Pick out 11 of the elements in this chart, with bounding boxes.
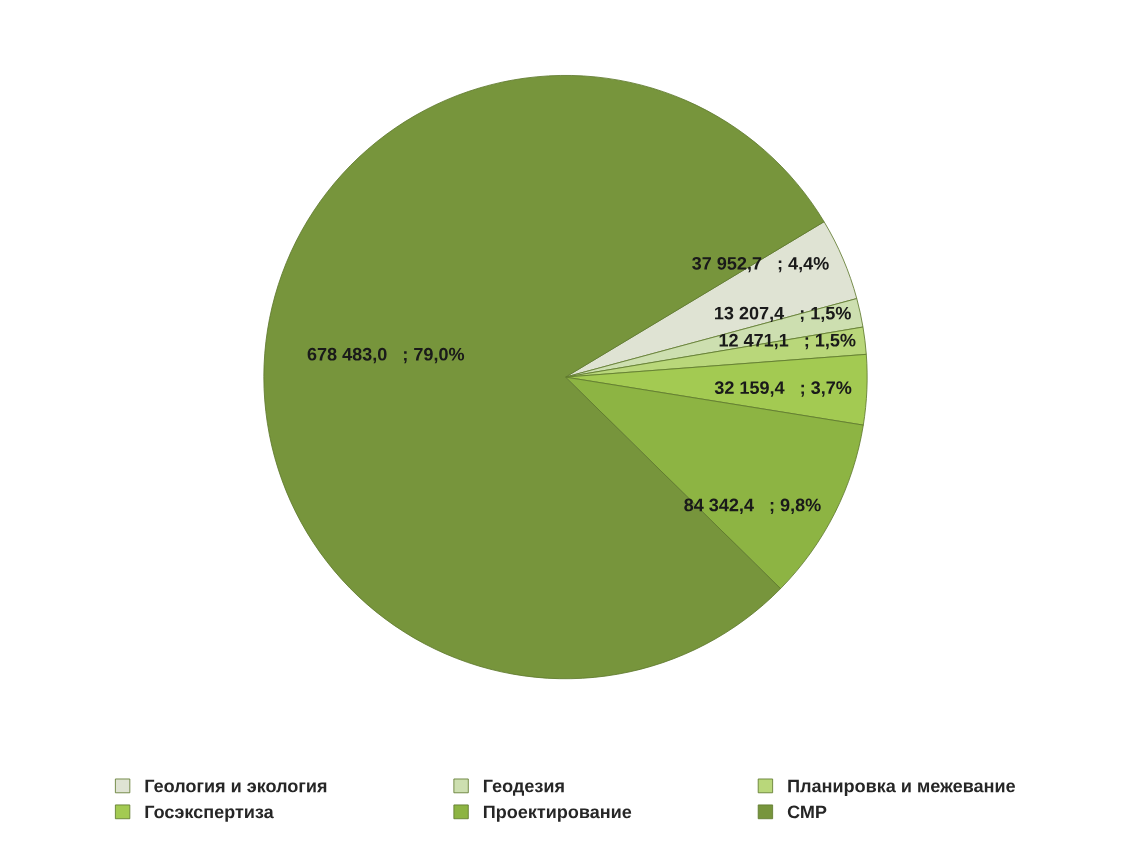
legend-label: Геодезия [483, 779, 564, 796]
legend-label: Проектирование [483, 805, 632, 822]
legend-label: Планировка и межевание [788, 779, 1016, 796]
data-label: 84 342,4 ; 9,8% [684, 498, 821, 514]
data-label: 13 207,4 ; 1,5% [715, 306, 851, 323]
data-label: 32 159,4 ; 3,7% [714, 381, 852, 397]
data-label: 12 471,1 ; 1,5% [719, 333, 856, 350]
legend-label: Госэкспертиза [145, 805, 274, 822]
legend-label: СМР [787, 805, 827, 819]
data-label: 678 483,0 ; 79,0% [307, 347, 465, 364]
legend-label: Геология и экология [145, 779, 327, 793]
